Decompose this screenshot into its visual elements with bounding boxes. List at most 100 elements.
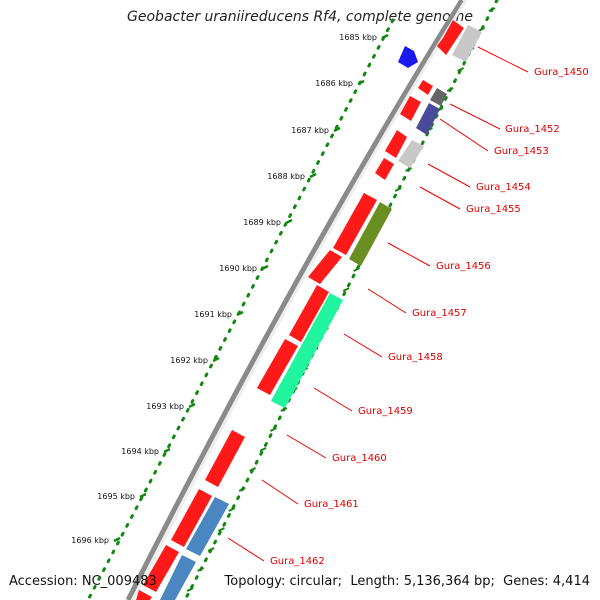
kbp-tick-label: 1687 kbp [291,126,329,135]
gene-label-connector [313,387,353,412]
gene-arrow [308,250,342,284]
minor-tick [217,527,225,532]
minor-tick [446,87,454,92]
kbp-tick-label: 1694 kbp [121,447,159,456]
gene-label[interactable]: Gura_1460 [332,453,387,464]
minor-tick [197,567,205,572]
kbp-tick [357,79,365,86]
gene-arrow [385,130,407,158]
gene-label[interactable]: Gura_1459 [358,406,413,417]
kbp-tick-label: 1688 kbp [267,172,305,181]
gene-arrow [257,339,298,395]
gene-feature-dark-gray [430,88,447,106]
kbp-tick [163,447,171,454]
reverse-gene-track [160,25,482,600]
genome-stats: Topology: circular; Length: 5,136,364 bp… [224,574,590,589]
kbp-tick [236,310,244,317]
gene-label[interactable]: Gura_1450 [534,67,589,78]
accession-info: Accession: NC_009483 [9,574,157,589]
minor-tick [394,187,402,192]
gene-label[interactable]: Gura_1454 [476,182,531,193]
gene-arrow [400,96,421,121]
gene-label-connector [477,46,529,73]
gene-feature-olive [349,202,392,266]
minor-tick [457,67,465,72]
minor-tick [259,447,267,452]
minor-tick [280,407,288,412]
kbp-tick [212,356,220,363]
kbp-tick [139,492,147,499]
map-title: Geobacter uraniireducens Rf4, complete g… [127,9,473,25]
minor-tick [186,587,194,592]
kbp-tick [285,218,293,225]
kbp-tick-label: 1692 kbp [170,356,208,365]
accession-label: Accession: [9,574,78,589]
genes-label: Genes: [503,574,549,589]
gene-label[interactable]: Gura_1453 [494,146,549,157]
gene-label-connector [227,537,265,562]
gene-arrow [171,489,212,547]
gene-label-connector [387,242,431,267]
kbp-tick [333,126,341,133]
gene-label-connector [286,434,327,459]
gene-feature-blue [398,46,418,68]
gene-feature-light-gray [398,140,424,168]
gene-label[interactable]: Gura_1461 [304,499,359,510]
kbp-tick-label: 1690 kbp [219,264,257,273]
gene-label[interactable]: Gura_1452 [505,124,560,135]
gene-label[interactable]: Gura_1462 [270,556,325,567]
kbp-tick [261,264,269,271]
gene-feature-slate [416,103,440,135]
kbp-tick-label: 1689 kbp [243,218,281,227]
minor-tick [477,27,485,32]
gene-arrow [289,285,329,342]
length-value: 5,136,364 bp [403,574,491,589]
kbp-tick [309,172,317,179]
gene-feature-light-gray [452,25,482,62]
gene-label-connector [367,288,407,314]
minor-tick [342,287,350,292]
minor-tick [405,167,413,172]
gene-label[interactable]: Gura_1455 [466,204,521,215]
gene-label[interactable]: Gura_1458 [388,352,443,363]
gene-label-connector [427,163,471,188]
length-label: Length: [350,574,400,589]
minor-tick [488,7,496,12]
minor-tick [228,507,236,512]
kbp-tick-label: 1685 kbp [339,33,377,42]
kbp-tick-label: 1696 kbp [71,536,109,545]
minor-tick [207,547,215,552]
topology-label: Topology: [224,574,286,589]
gene-label[interactable]: Gura_1456 [436,261,491,272]
gene-arrow [333,193,377,255]
gene-label-connector [419,186,461,210]
gene-label-connector [261,479,299,505]
genome-backbone [125,0,465,600]
gene-arrow [205,430,245,487]
gene-label-connectors [227,46,529,562]
inner-dotted-ring [183,0,499,600]
gene-feature-mint [271,293,343,408]
kbp-label-group: 1685 kbp 1686 kbp 1687 kbp 1688 kbp 1689 kbp… [71,33,377,545]
gene-arrow [437,20,464,55]
minor-tick [249,467,257,472]
gene-label[interactable]: Gura_1457 [412,308,467,319]
kbp-tick [113,536,121,543]
kbp-tick [188,402,196,409]
kbp-tick-label: 1691 kbp [194,310,232,319]
kbp-tick-label: 1695 kbp [97,492,135,501]
genome-backbone-highlight [131,0,468,600]
gene-feature-steel-blue [186,497,229,556]
minor-tick [353,267,361,272]
kbp-tick-label: 1686 kbp [315,79,353,88]
gene-feature-steel-blue [160,555,196,600]
gene-label-connector [439,118,489,152]
minor-tick [238,487,246,492]
accession-value: NC_009483 [81,574,157,589]
gene-label-connector [343,333,383,358]
forward-gene-track [136,20,464,600]
topology-value: circular [289,574,338,589]
gene-arrow [375,158,394,180]
